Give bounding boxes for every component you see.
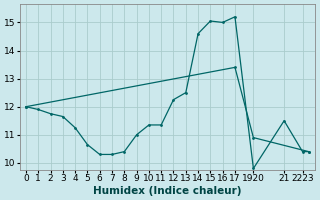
- X-axis label: Humidex (Indice chaleur): Humidex (Indice chaleur): [93, 186, 242, 196]
